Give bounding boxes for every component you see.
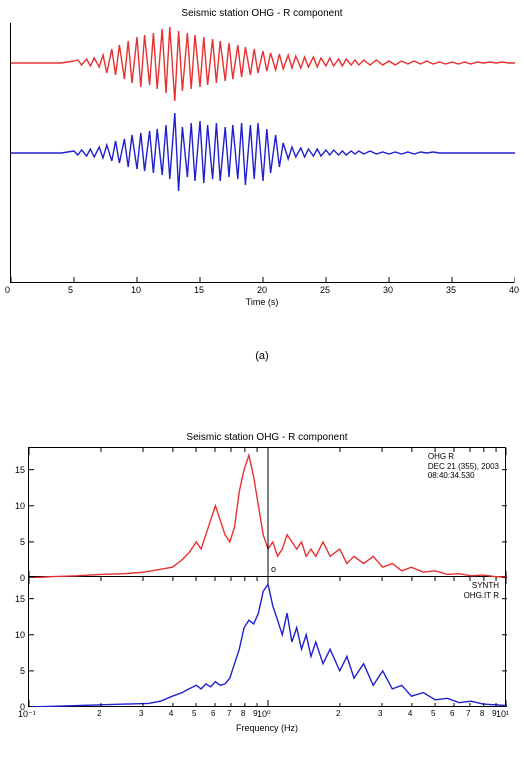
xtick-minor-label: 7 (466, 709, 470, 718)
ytick-label: 10 (5, 630, 25, 640)
xtick-label: 20 (257, 285, 267, 295)
xtick-minor-label: 3 (378, 709, 382, 718)
xtick-minor-label: 7 (227, 709, 231, 718)
ytick-label: 5 (5, 666, 25, 676)
ytick-label: 15 (5, 465, 25, 475)
xtick-minor-label: 5 (431, 709, 435, 718)
xtick-label: 40 (509, 285, 519, 295)
xtick-minor-label: 5 (192, 709, 196, 718)
info-line: 08:40:34.530 (428, 471, 499, 481)
figure-a: Seismic station OHG - R component 051015… (10, 8, 514, 307)
xtick-major-label: 10¹ (496, 709, 509, 719)
figure-b-xlabel: Frequency (Hz) (28, 723, 506, 733)
xtick-minor-label: 8 (480, 709, 484, 718)
ytick-label: 0 (5, 573, 25, 583)
info-line: OHG R (428, 452, 499, 462)
ytick-label: 10 (5, 501, 25, 511)
xtick-minor-label: 3 (139, 709, 143, 718)
figure-b-top-panel: o OHG R DEC 21 (355), 2003 08:40:34.530 … (28, 447, 506, 577)
xtick-label: 10 (131, 285, 141, 295)
xtick-label: 0 (5, 285, 10, 295)
xtick-minor-label: 6 (450, 709, 454, 718)
xtick-minor-label: 2 (97, 709, 101, 718)
spectrum-bottom-svg (29, 577, 507, 707)
info-line: DEC 21 (355), 2003 (428, 462, 499, 472)
bottom-panel-info: SYNTH OHG.IT R (464, 581, 499, 600)
xtick-label: 5 (68, 285, 73, 295)
ytick-label: 5 (5, 537, 25, 547)
figure-a-caption: (a) (0, 350, 524, 362)
xtick-minor-label: 2 (336, 709, 340, 718)
xtick-label: 25 (320, 285, 330, 295)
xtick-minor-label: 8 (241, 709, 245, 718)
xtick-label: 15 (194, 285, 204, 295)
waveform-svg (11, 23, 515, 283)
xtick-minor-label: 4 (408, 709, 412, 718)
xtick-minor-label: 6 (211, 709, 215, 718)
xtick-minor-label: 9 (253, 709, 257, 718)
info-line: SYNTH (464, 581, 499, 591)
svg-text:o: o (271, 564, 276, 574)
figure-b-title: Seismic station OHG - R component (28, 432, 506, 443)
figure-b-bottom-panel: SYNTH OHG.IT R 051015 (28, 577, 506, 707)
xtick-major-label: 10⁻¹ (18, 709, 36, 720)
info-line: OHG.IT R (464, 591, 499, 601)
figure-a-xlabel: Time (s) (10, 297, 514, 307)
figure-b: Seismic station OHG - R component o OHG … (28, 432, 506, 733)
figure-a-title: Seismic station OHG - R component (10, 8, 514, 19)
xtick-major-label: 10⁰ (257, 709, 271, 720)
xtick-label: 35 (446, 285, 456, 295)
xtick-label: 30 (383, 285, 393, 295)
ytick-label: 15 (5, 594, 25, 604)
xtick-minor-label: 4 (169, 709, 173, 718)
xtick-minor-label: 9 (492, 709, 496, 718)
top-panel-info: OHG R DEC 21 (355), 2003 08:40:34.530 (428, 452, 499, 481)
figure-a-plot: 0510152025303540 (10, 23, 514, 283)
